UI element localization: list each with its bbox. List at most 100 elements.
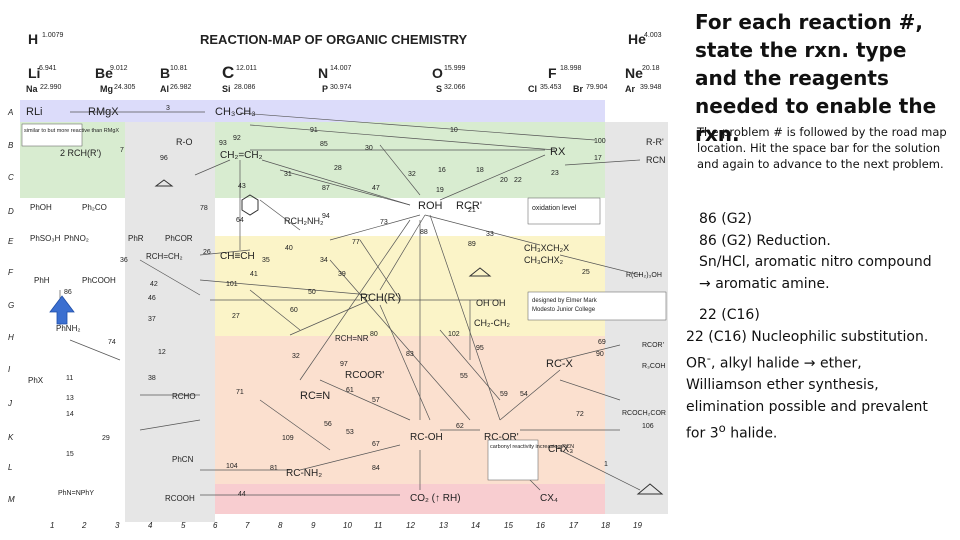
svg-text:I: I: [8, 365, 11, 374]
svg-text:47: 47: [372, 185, 380, 192]
problem-22: 22 (C16) 22 (C16) Nucleophilic substitut…: [686, 305, 956, 445]
svg-text:8: 8: [278, 521, 283, 530]
svg-text:6: 6: [213, 521, 218, 530]
band-aromatic: [125, 122, 215, 522]
svg-text:106: 106: [642, 423, 654, 430]
svg-text:86: 86: [64, 289, 72, 296]
epoxide-icon: [468, 267, 492, 277]
svg-text:C: C: [8, 173, 14, 182]
benzene-ring-icon: [241, 194, 259, 216]
svg-text:62: 62: [456, 423, 464, 430]
svg-text:RC-OR': RC-OR': [484, 432, 519, 443]
svg-text:H: H: [8, 333, 14, 342]
svg-text:13: 13: [439, 521, 448, 530]
svg-text:PhNO₂: PhNO₂: [64, 234, 89, 243]
svg-text:RCN: RCN: [646, 155, 666, 165]
svg-text:42: 42: [150, 281, 158, 288]
svg-text:13: 13: [66, 395, 74, 402]
svg-text:17: 17: [594, 155, 602, 162]
svg-text:1.0079: 1.0079: [42, 32, 64, 39]
band-hydrocarbon: [20, 122, 668, 202]
svg-text:CH₂=CH₂: CH₂=CH₂: [220, 150, 263, 161]
svg-text:9: 9: [311, 521, 316, 530]
svg-text:ROH: ROH: [418, 200, 443, 212]
svg-text:15: 15: [66, 451, 74, 458]
reaction-map-diagram: REACTION-MAP OF ORGANIC CHEMISTRY H He L…: [7, 31, 668, 530]
svg-text:D: D: [8, 207, 14, 216]
svg-text:PhN=NPhY: PhN=NPhY: [58, 490, 94, 497]
svg-text:16: 16: [438, 167, 446, 174]
svg-text:95: 95: [476, 345, 484, 352]
svg-text:RCOCH₂COR: RCOCH₂COR: [622, 410, 666, 417]
svg-text:104: 104: [226, 463, 238, 470]
svg-text:14: 14: [66, 411, 74, 418]
svg-text:55: 55: [460, 373, 468, 380]
svg-text:19: 19: [633, 521, 642, 530]
svg-text:78: 78: [200, 205, 208, 212]
svg-text:4.003: 4.003: [644, 32, 662, 39]
svg-text:83: 83: [406, 351, 414, 358]
svg-text:61: 61: [346, 387, 354, 394]
svg-text:41: 41: [250, 271, 258, 278]
svg-text:22: 22: [514, 177, 522, 184]
problem-22-header: 22 (C16): [699, 307, 760, 323]
svg-text:56: 56: [324, 421, 332, 428]
svg-text:59: 59: [500, 391, 508, 398]
svg-text:18: 18: [476, 167, 484, 174]
svg-text:80: 80: [370, 331, 378, 338]
element-He: He: [628, 31, 646, 47]
svg-text:RCOOH: RCOOH: [165, 494, 195, 503]
svg-text:22.990: 22.990: [40, 84, 62, 91]
svg-text:RCHO: RCHO: [172, 392, 196, 401]
element-Al: Al: [160, 84, 169, 94]
svg-text:PhX: PhX: [28, 376, 44, 385]
svg-text:RX: RX: [550, 146, 566, 158]
svg-text:93: 93: [219, 140, 227, 147]
element-Li: Li: [28, 65, 40, 81]
svg-text:10.81: 10.81: [170, 65, 188, 72]
svg-text:14.007: 14.007: [330, 65, 352, 72]
element-masses: 1.0079 4.003 6.941 9.012 10.81 12.011 14…: [39, 32, 662, 91]
note-credit-2: Modesto Junior College: [532, 307, 596, 313]
svg-text:RCH=NR: RCH=NR: [335, 334, 369, 343]
svg-text:CH≡CH: CH≡CH: [220, 251, 255, 262]
problem-22-answer-line4: elimination possible and prevalent: [686, 398, 928, 415]
column-labels: 1 2 3 4 5 6 7 8 9 10 11 12 13 14 15 16 1…: [50, 521, 642, 530]
svg-text:OH OH: OH OH: [476, 298, 506, 308]
svg-text:10: 10: [450, 127, 458, 134]
svg-text:3: 3: [166, 105, 170, 112]
svg-text:PhCOR: PhCOR: [165, 234, 193, 243]
note-similar: similar to but more reactive than RMgX: [24, 128, 119, 134]
svg-text:96: 96: [160, 155, 168, 162]
svg-text:26: 26: [203, 249, 211, 256]
svg-text:94: 94: [322, 213, 330, 220]
svg-text:R-O: R-O: [176, 137, 193, 147]
element-C: C: [222, 63, 234, 82]
svg-text:23: 23: [551, 170, 559, 177]
svg-text:31: 31: [284, 171, 292, 178]
slide-instructions: The problem # is followed by the road ma…: [697, 125, 947, 171]
svg-text:12: 12: [158, 349, 166, 356]
svg-text:37: 37: [148, 316, 156, 323]
arrow-icon: →: [803, 355, 816, 372]
element-N: N: [318, 65, 328, 81]
svg-text:30.974: 30.974: [330, 84, 352, 91]
arrow-icon: →: [699, 275, 711, 292]
svg-text:RLi: RLi: [26, 106, 43, 118]
problem-86-answer-line1: 86 (G2) Reduction.: [699, 232, 831, 249]
problem-86-answer-line3: → aromatic amine.: [699, 275, 830, 292]
note-box-carbonyl: [487, 439, 539, 481]
svg-text:12: 12: [406, 521, 415, 530]
note-box-similar: [21, 123, 83, 147]
svg-text:RC-OH: RC-OH: [410, 432, 443, 443]
svg-text:72: 72: [576, 411, 584, 418]
svg-text:RCOR': RCOR': [642, 342, 664, 349]
svg-text:50: 50: [308, 289, 316, 296]
svg-text:69: 69: [598, 339, 606, 346]
svg-text:84: 84: [372, 465, 380, 472]
svg-text:35.453: 35.453: [540, 84, 562, 91]
svg-text:29: 29: [102, 435, 110, 442]
element-Na: Na: [26, 84, 38, 94]
svg-text:A: A: [7, 108, 13, 117]
svg-text:20.18: 20.18: [642, 65, 660, 72]
